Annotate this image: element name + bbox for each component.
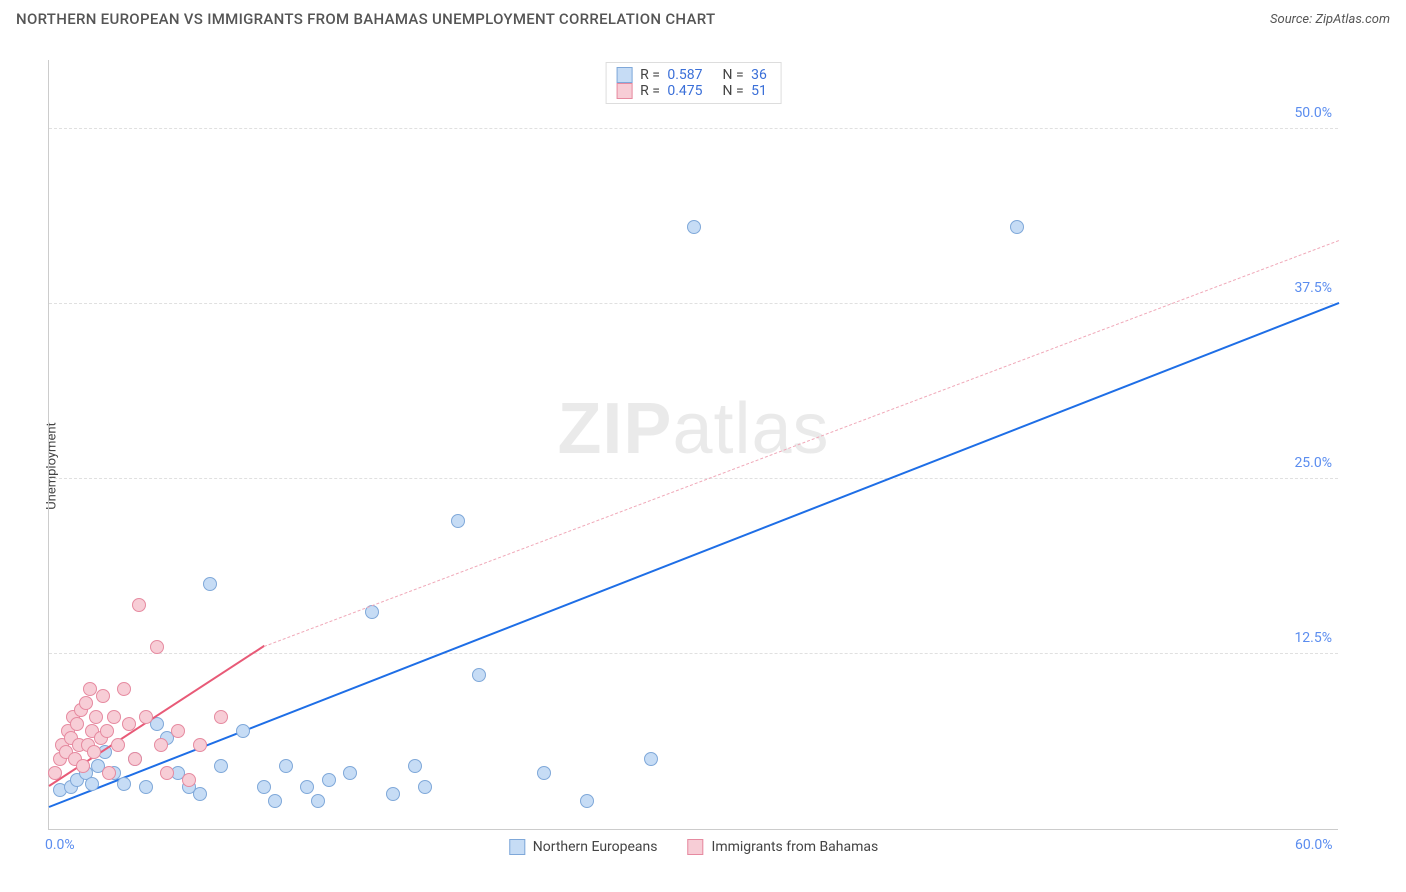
legend-swatch <box>616 83 632 99</box>
data-point <box>408 759 422 773</box>
data-point <box>236 724 250 738</box>
data-point <box>644 752 658 766</box>
legend-stats: R = 0.587 N = 36 R = 0.475 N = 51 <box>605 62 782 104</box>
legend-swatch <box>688 839 704 855</box>
data-point <box>154 738 168 752</box>
data-point <box>79 696 93 710</box>
legend-label: Northern Europeans <box>533 839 658 855</box>
data-point <box>171 724 185 738</box>
data-point <box>203 577 217 591</box>
data-point <box>70 717 84 731</box>
data-point <box>537 766 551 780</box>
data-point <box>122 717 136 731</box>
data-point <box>343 766 357 780</box>
data-point <box>132 598 146 612</box>
legend-swatch <box>616 67 632 83</box>
data-point <box>257 780 271 794</box>
data-point <box>451 514 465 528</box>
chart-area: Unemployment ZIPatlas 12.5%25.0%37.5%50.… <box>0 40 1406 892</box>
gridline <box>49 653 1338 654</box>
data-point <box>214 759 228 773</box>
data-point <box>117 682 131 696</box>
y-tick-label: 37.5% <box>1294 280 1332 296</box>
data-point <box>386 787 400 801</box>
legend-item: Immigrants from Bahamas <box>688 839 879 855</box>
y-tick-label: 12.5% <box>1294 630 1332 646</box>
legend-row: R = 0.475 N = 51 <box>616 83 771 99</box>
trend-line <box>264 240 1339 647</box>
data-point <box>89 710 103 724</box>
data-point <box>139 780 153 794</box>
legend-label: Immigrants from Bahamas <box>712 839 879 855</box>
data-point <box>117 777 131 791</box>
data-point <box>311 794 325 808</box>
data-point <box>111 738 125 752</box>
gridline <box>49 128 1338 129</box>
x-tick-label: 0.0% <box>45 837 75 853</box>
legend-swatch <box>509 839 525 855</box>
source-link[interactable]: ZipAtlas.com <box>1315 12 1390 27</box>
legend-r: R = 0.475 <box>640 83 706 99</box>
gridline <box>49 303 1338 304</box>
legend-row: R = 0.587 N = 36 <box>616 67 771 83</box>
legend-n: N = 51 <box>723 83 771 99</box>
data-point <box>102 766 116 780</box>
legend-r: R = 0.587 <box>640 67 706 83</box>
data-point <box>87 745 101 759</box>
data-point <box>128 752 142 766</box>
data-point <box>150 640 164 654</box>
data-point <box>107 710 121 724</box>
data-point <box>96 689 110 703</box>
data-point <box>182 773 196 787</box>
data-point <box>322 773 336 787</box>
data-point <box>193 787 207 801</box>
plot-area: ZIPatlas 12.5%25.0%37.5%50.0%0.0%60.0%R … <box>48 60 1338 830</box>
y-tick-label: 50.0% <box>1294 105 1332 121</box>
chart-title: NORTHERN EUROPEAN VS IMMIGRANTS FROM BAH… <box>16 10 715 28</box>
chart-header: NORTHERN EUROPEAN VS IMMIGRANTS FROM BAH… <box>0 0 1406 28</box>
data-point <box>580 794 594 808</box>
data-point <box>1010 220 1024 234</box>
data-point <box>83 682 97 696</box>
data-point <box>418 780 432 794</box>
legend-series: Northern Europeans Immigrants from Bahama… <box>509 839 878 855</box>
data-point <box>85 777 99 791</box>
data-point <box>160 766 174 780</box>
data-point <box>214 710 228 724</box>
data-point <box>472 668 486 682</box>
legend-item: Northern Europeans <box>509 839 658 855</box>
data-point <box>193 738 207 752</box>
data-point <box>687 220 701 234</box>
data-point <box>76 759 90 773</box>
chart-source: Source: ZipAtlas.com <box>1270 12 1390 27</box>
data-point <box>300 780 314 794</box>
legend-n: N = 36 <box>723 67 771 83</box>
data-point <box>139 710 153 724</box>
y-tick-label: 25.0% <box>1294 455 1332 471</box>
data-point <box>268 794 282 808</box>
data-point <box>48 766 62 780</box>
x-tick-label: 60.0% <box>1295 837 1333 853</box>
data-point <box>100 724 114 738</box>
data-point <box>279 759 293 773</box>
watermark: ZIPatlas <box>557 388 829 470</box>
gridline <box>49 478 1338 479</box>
